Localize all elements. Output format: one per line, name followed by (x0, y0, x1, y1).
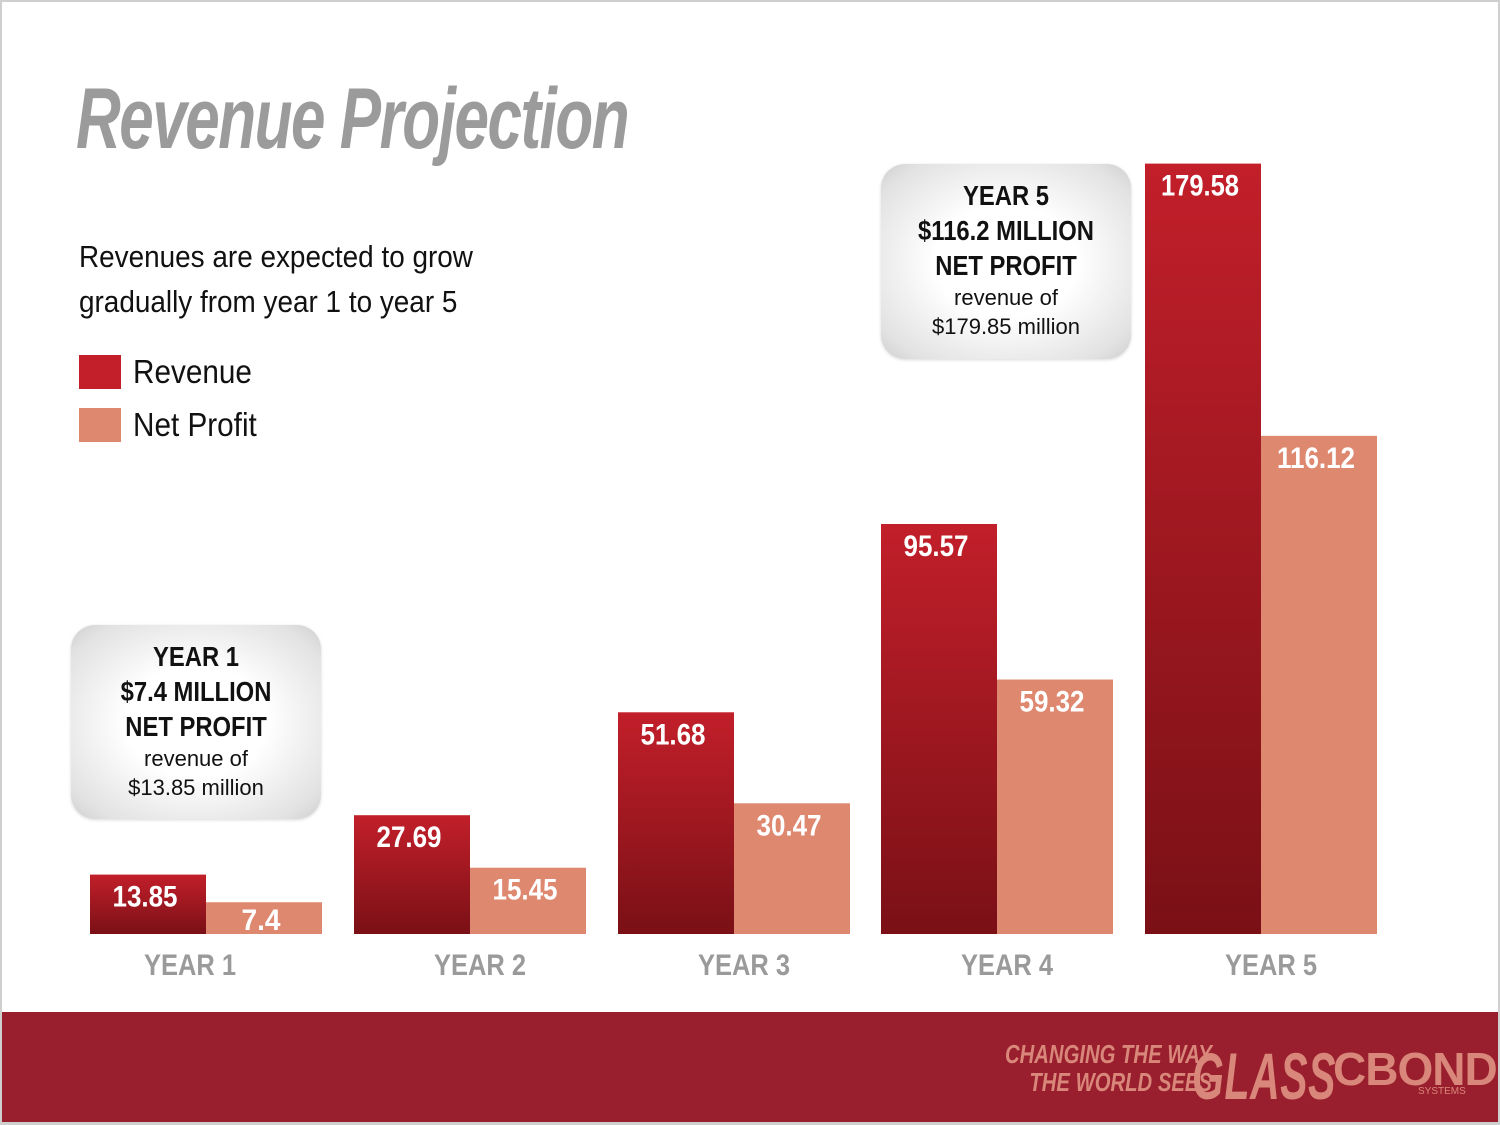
callout-revenue-value: $179.85 million (932, 314, 1080, 339)
bar-revenue-2 (354, 815, 470, 934)
category-label: YEAR 3 (698, 949, 790, 982)
bar-revenue-1 (90, 874, 206, 934)
callout-year5: YEAR 5 $116.2 MILLION NET PROFIT revenue… (881, 164, 1131, 359)
legend-item-net-profit: Net Profit (79, 398, 271, 451)
callout-year: YEAR 5 (963, 180, 1049, 211)
category-label: YEAR 5 (1225, 949, 1317, 982)
category-label: YEAR 4 (961, 949, 1053, 982)
callout-metric: NET PROFIT (935, 250, 1077, 281)
bar-net-profit-1 (206, 902, 322, 934)
callout-amount: $116.2 MILLION (918, 215, 1094, 246)
legend-label: Net Profit (133, 405, 257, 443)
bar-value-label: 13.85 (113, 881, 178, 914)
legend-swatch-net-profit (79, 407, 121, 442)
bar-net-profit-4 (997, 679, 1113, 934)
footer-tagline-glass: GLASS (1192, 1039, 1337, 1113)
tagline-line: THE WORLD SEES (1029, 1067, 1212, 1097)
bar-value-label: 116.12 (1277, 442, 1355, 475)
bar-value-label: 51.68 (641, 718, 706, 751)
callout-revenue-value: $13.85 million (128, 775, 264, 800)
subtitle-line: Revenues are expected to grow (79, 239, 473, 274)
bar-value-label: 7.4 (242, 904, 281, 937)
subtitle-line: gradually from year 1 to year 5 (79, 284, 458, 319)
callout-revenue-label: revenue of (144, 746, 248, 771)
bar-revenue-5 (1145, 163, 1261, 934)
bar-revenue-4 (881, 524, 997, 934)
callout-amount: $7.4 MILLION (120, 676, 272, 707)
legend-label: Revenue (133, 352, 252, 390)
bar-value-label: 95.57 (904, 530, 969, 563)
legend-item-revenue: Revenue (79, 345, 271, 398)
footer-tagline: CHANGING THE WAY THE WORLD SEES (1005, 1040, 1212, 1096)
callout-year: YEAR 1 (153, 641, 239, 672)
legend: Revenue Net Profit (79, 345, 271, 451)
bar-value-label: 30.47 (757, 809, 822, 842)
tagline-line: CHANGING THE WAY (1005, 1039, 1212, 1069)
brand-logo-subtext: SYSTEMS (1418, 1086, 1466, 1097)
category-label: YEAR 2 (434, 949, 526, 982)
bar-value-label: 179.58 (1161, 170, 1239, 203)
callout-revenue-label: revenue of (954, 285, 1058, 310)
bar-net-profit-2 (470, 867, 586, 934)
bar-net-profit-3 (734, 803, 850, 934)
bar-revenue-3 (618, 712, 734, 934)
bar-net-profit-5 (1261, 435, 1377, 934)
legend-swatch-revenue (79, 354, 121, 389)
category-label: YEAR 1 (144, 949, 236, 982)
callout-year1: YEAR 1 $7.4 MILLION NET PROFIT revenue o… (71, 625, 321, 819)
footer-band (2, 1012, 1498, 1122)
bar-value-label: 27.69 (377, 821, 442, 854)
subtitle: Revenues are expected to grow gradually … (79, 234, 473, 324)
callout-metric: NET PROFIT (125, 711, 267, 742)
brand-logo: CBOND (1333, 1043, 1498, 1095)
page-title: Revenue Projection (76, 71, 630, 167)
bar-value-label: 15.45 (493, 874, 558, 907)
bar-value-label: 59.32 (1020, 686, 1085, 719)
